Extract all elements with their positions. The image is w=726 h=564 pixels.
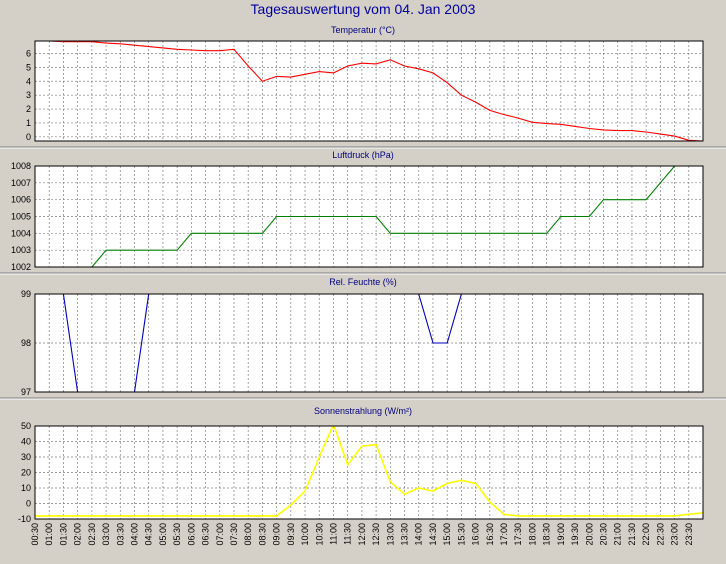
x-tick-label: 07:30 [229,523,239,546]
plot-area [35,41,703,141]
plot-border [34,165,704,268]
x-tick-label: 03:00 [101,523,111,546]
x-tick-label: 04:30 [144,523,154,546]
series-line [91,166,676,267]
panel-4: Sonnenstrahlung (W/m²) -10 0 10 20 30 40 50 [18,406,704,524]
y-tick-label: 10 [21,483,31,493]
y-tick-label: 30 [21,452,31,462]
x-tick-label: 23:30 [684,523,694,546]
x-tick-label: 21:30 [627,523,637,546]
x-tick-label: 01:30 [58,523,68,546]
x-tick-label: 05:30 [172,523,182,546]
x-tick-label: 06:00 [186,523,196,546]
plot-border [34,293,704,393]
page-title: Tagesauswertung vom 04. Jan 2003 [250,1,476,17]
x-tick-label: 17:00 [499,523,509,546]
y-tick-label: 0 [26,499,31,509]
x-tick-label: 11:00 [328,523,338,545]
x-tick-label: 15:00 [442,523,452,546]
x-tick-label: 18:30 [542,523,552,546]
x-tick-label: 23:00 [670,523,680,546]
y-tick-label: 1006 [11,195,31,205]
y-tick-label: 1007 [11,178,31,188]
x-tick-label: 10:30 [314,523,324,546]
plot-border [34,40,704,142]
panel-title: Luftdruck (hPa) [332,150,394,160]
x-tick-label: 02:00 [73,523,83,546]
x-tick-label: 01:00 [44,523,54,546]
x-tick-label: 13:00 [385,523,395,546]
panel-2: Luftdruck (hPa) 1002 1003 1004 1005 1006 1007 1… [0,150,726,275]
x-tick-label: 21:00 [613,523,623,546]
x-tick-label: 08:00 [243,523,253,546]
x-tick-label: 14:30 [428,523,438,546]
series-line [35,426,703,517]
x-tick-label: 05:00 [158,523,168,546]
y-tick-label: 5 [26,62,31,72]
x-tick-label: 07:00 [215,523,225,546]
x-tick-label: 11:30 [343,523,353,545]
plot-border [34,425,704,520]
panel-title: Temperatur (°C) [331,25,395,35]
y-tick-label: 0 [26,132,31,142]
x-tick-label: 09:00 [272,523,282,546]
panel-1: Temperatur (°C) 0 1 2 3 4 5 6 [0,25,726,149]
x-tick-label: 13:30 [400,523,410,546]
x-tick-label: 15:30 [456,523,466,546]
panel-3: Rel. Feuchte (%) 97 98 99 [0,277,726,400]
y-tick-label: 40 [21,437,31,447]
panel-title: Sonnenstrahlung (W/m²) [314,406,412,416]
x-tick-label: 18:00 [527,523,537,546]
y-tick-label: 1004 [11,228,31,238]
x-tick-label: 19:00 [556,523,566,546]
y-tick-label: -10 [18,514,31,524]
y-tick-label: 2 [26,104,31,114]
y-tick-label: 1002 [11,262,31,272]
x-tick-label: 14:00 [414,523,424,546]
x-tick-label: 22:00 [641,523,651,546]
x-tick-label: 17:30 [513,523,523,546]
y-tick-label: 20 [21,468,31,478]
x-tick-label: 12:00 [357,523,367,546]
x-tick-label: 16:30 [485,523,495,546]
y-tick-label: 3 [26,90,31,100]
x-tick-label: 00:30 [30,523,40,546]
y-tick-label: 98 [21,338,31,348]
y-tick-label: 4 [26,76,31,86]
x-tick-label: 02:30 [87,523,97,546]
x-tick-label: 08:30 [257,523,267,546]
y-tick-label: 50 [21,421,31,431]
x-tick-label: 16:00 [471,523,481,546]
x-tick-label: 12:30 [371,523,381,546]
x-tick-label: 20:00 [584,523,594,546]
y-tick-label: 1 [26,118,31,128]
y-tick-label: 1005 [11,212,31,222]
x-tick-label: 04:00 [129,523,139,546]
x-tick-label: 06:30 [201,523,211,546]
y-tick-label: 1008 [11,161,31,171]
y-tick-label: 6 [26,49,31,59]
x-tick-label: 03:30 [115,523,125,546]
y-tick-label: 1003 [11,245,31,255]
series-line [62,294,462,392]
y-tick-label: 97 [21,387,31,397]
x-tick-label: 10:00 [300,523,310,546]
series-line [35,41,703,141]
x-tick-label: 22:30 [655,523,665,546]
panel-title: Rel. Feuchte (%) [329,277,397,287]
x-tick-label: 09:30 [286,523,296,546]
y-tick-label: 99 [21,289,31,299]
x-tick-label: 19:30 [570,523,580,546]
x-tick-label: 20:30 [599,523,609,546]
